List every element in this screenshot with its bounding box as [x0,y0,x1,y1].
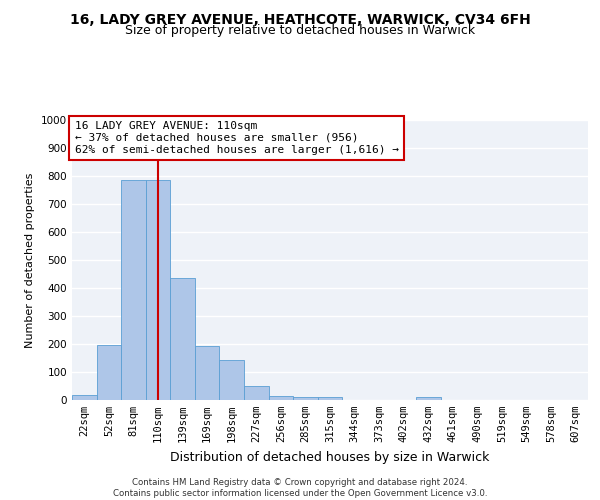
Bar [146,180,170,400]
Bar [416,397,440,400]
Bar [220,360,244,400]
Bar [121,180,146,400]
Text: 16, LADY GREY AVENUE, HEATHCOTE, WARWICK, CV34 6FH: 16, LADY GREY AVENUE, HEATHCOTE, WARWICK… [70,12,530,26]
Bar [195,346,220,400]
Bar [72,395,97,400]
Text: 16 LADY GREY AVENUE: 110sqm
← 37% of detached houses are smaller (956)
62% of se: 16 LADY GREY AVENUE: 110sqm ← 37% of det… [74,122,398,154]
Bar [318,396,342,400]
Text: Size of property relative to detached houses in Warwick: Size of property relative to detached ho… [125,24,475,37]
Text: Contains HM Land Registry data © Crown copyright and database right 2024.
Contai: Contains HM Land Registry data © Crown c… [113,478,487,498]
X-axis label: Distribution of detached houses by size in Warwick: Distribution of detached houses by size … [170,450,490,464]
Bar [269,396,293,400]
Bar [170,278,195,400]
Bar [97,345,121,400]
Bar [293,396,318,400]
Y-axis label: Number of detached properties: Number of detached properties [25,172,35,348]
Bar [244,386,269,400]
